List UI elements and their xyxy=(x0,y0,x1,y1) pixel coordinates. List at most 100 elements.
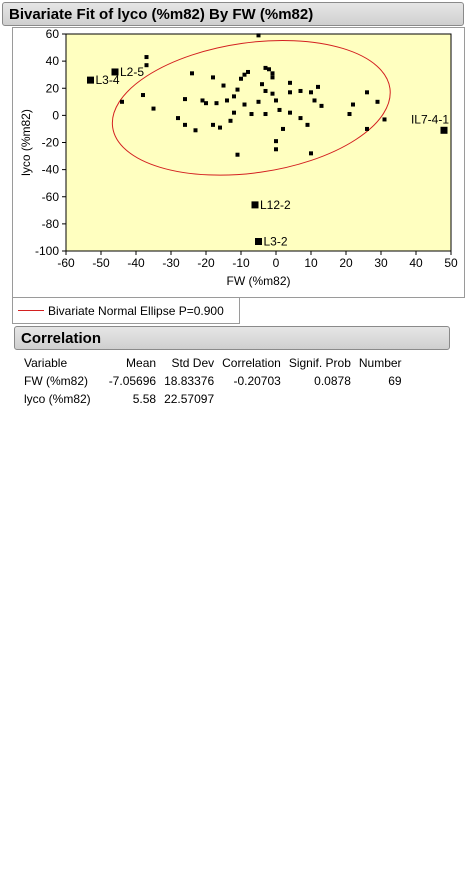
data-point xyxy=(239,76,243,81)
data-point xyxy=(183,97,187,102)
y-tick-label: 40 xyxy=(46,54,60,68)
x-axis-title: FW (%m82) xyxy=(227,274,291,288)
y-tick-label: -20 xyxy=(42,136,60,150)
data-point xyxy=(232,94,236,99)
cell-std-dev: 18.83376 xyxy=(164,374,215,388)
data-point xyxy=(316,84,320,89)
y-tick-label: -80 xyxy=(42,217,60,231)
cell-correlation xyxy=(218,390,285,408)
data-point xyxy=(267,67,271,72)
data-point xyxy=(183,122,187,127)
cell-number xyxy=(355,390,406,408)
data-point xyxy=(235,152,240,157)
data-point xyxy=(319,103,324,108)
legend-label: Bivariate Normal Ellipse P=0.900 xyxy=(48,303,224,318)
report-title: Bivariate Fit of lyco (%m82) By FW (%m82… xyxy=(9,5,314,23)
data-point xyxy=(246,69,250,74)
data-point xyxy=(288,110,292,115)
x-tick-label: -10 xyxy=(232,256,250,270)
data-point xyxy=(288,80,292,85)
x-tick-label: -40 xyxy=(127,256,145,270)
data-point xyxy=(274,147,278,152)
scatter-chart: -60 -50 -40 -30 -20 -10 0 10 20 30 40 50-100-80-60-… xyxy=(19,28,458,288)
data-point xyxy=(351,102,355,107)
data-point xyxy=(347,112,352,117)
labeled-data-point xyxy=(440,126,448,134)
data-point xyxy=(200,98,205,103)
correlation-title-bar[interactable]: Correlation xyxy=(14,326,450,350)
data-point xyxy=(193,128,198,133)
data-point xyxy=(365,126,369,131)
data-point xyxy=(242,72,247,77)
x-tick-label: 0 xyxy=(273,256,280,270)
data-point xyxy=(312,98,317,103)
cell-number: 69 xyxy=(388,374,402,388)
x-tick-label: -60 xyxy=(57,256,75,270)
header-std-dev: Std Dev xyxy=(171,356,215,370)
data-point xyxy=(120,99,124,104)
data-point xyxy=(288,90,292,95)
data-point xyxy=(263,112,268,117)
data-point xyxy=(298,116,303,121)
bivariate-normal-ellipse xyxy=(111,39,391,176)
data-point xyxy=(232,110,236,115)
chart-frame: -60 -50 -40 -30 -20 -10 0 10 20 30 40 50 -100 -80 -60-… xyxy=(12,27,465,298)
cell-correlation: -0.20703 xyxy=(233,374,281,388)
data-point xyxy=(249,112,254,117)
cell-signif-prob xyxy=(285,390,355,408)
correlation-table: Variable Mean Std Dev Correlation Signif… xyxy=(20,354,406,408)
data-point xyxy=(309,151,313,156)
table-row: lyco (%m82) 5.58 22.57097 xyxy=(20,390,406,408)
data-point xyxy=(281,126,285,131)
y-tick-label: 20 xyxy=(46,81,60,95)
data-point xyxy=(144,55,149,60)
cell-variable: FW (%m82) xyxy=(24,374,88,388)
x-tick-label: 10 xyxy=(304,256,318,270)
y-tick-label: 0 xyxy=(52,108,59,122)
cell-variable: lyco (%m82) xyxy=(24,392,91,406)
data-point xyxy=(221,83,226,88)
point-label: L12-2 xyxy=(260,198,291,212)
data-point xyxy=(144,63,149,68)
plot-area xyxy=(65,33,452,252)
x-tick-label: 30 xyxy=(374,256,388,270)
y-tick-label: -60 xyxy=(42,190,60,204)
header-correlation: Correlation xyxy=(222,356,281,370)
x-tick-label: 20 xyxy=(339,256,353,270)
cell-mean: -7.05696 xyxy=(108,374,157,388)
data-point xyxy=(263,65,268,70)
data-point xyxy=(151,106,156,111)
data-point xyxy=(274,98,278,103)
data-point xyxy=(375,99,380,104)
correlation-title: Correlation xyxy=(21,329,102,347)
data-point xyxy=(270,71,275,76)
data-point xyxy=(382,117,387,122)
labeled-data-point xyxy=(87,76,94,84)
data-point xyxy=(309,90,313,95)
correlation-header-row: Variable Mean Std Dev Correlation Signif… xyxy=(20,354,406,372)
data-point xyxy=(190,71,194,76)
data-point xyxy=(141,93,145,98)
point-label: IL7-4-1 xyxy=(411,112,449,126)
report-title-bar[interactable]: Bivariate Fit of lyco (%m82) By FW (%m82… xyxy=(2,2,464,26)
table-row: FW (%m82) -7.05696 18.83376 -0.20703 0.0… xyxy=(20,372,406,390)
data-point xyxy=(274,139,278,144)
data-point xyxy=(260,82,264,87)
y-axis-title: lyco (%m82) xyxy=(19,109,33,176)
data-point xyxy=(235,87,240,92)
legend-ellipse-swatch xyxy=(18,310,44,311)
data-point xyxy=(211,122,215,127)
data-point xyxy=(242,102,247,107)
x-tick-label: 40 xyxy=(409,256,423,270)
labeled-data-point xyxy=(255,238,262,246)
header-signif-prob: Signif. Prob xyxy=(288,356,351,370)
labeled-data-point xyxy=(111,68,119,76)
y-tick-label: -40 xyxy=(42,163,60,177)
data-point xyxy=(214,101,219,106)
data-point xyxy=(270,91,275,96)
header-mean: Mean xyxy=(126,356,157,370)
cell-std-dev: 22.57097 xyxy=(164,392,215,406)
data-point xyxy=(228,118,233,123)
header-variable: Variable xyxy=(24,356,68,370)
cell-signif-prob: 0.0878 xyxy=(314,374,351,388)
